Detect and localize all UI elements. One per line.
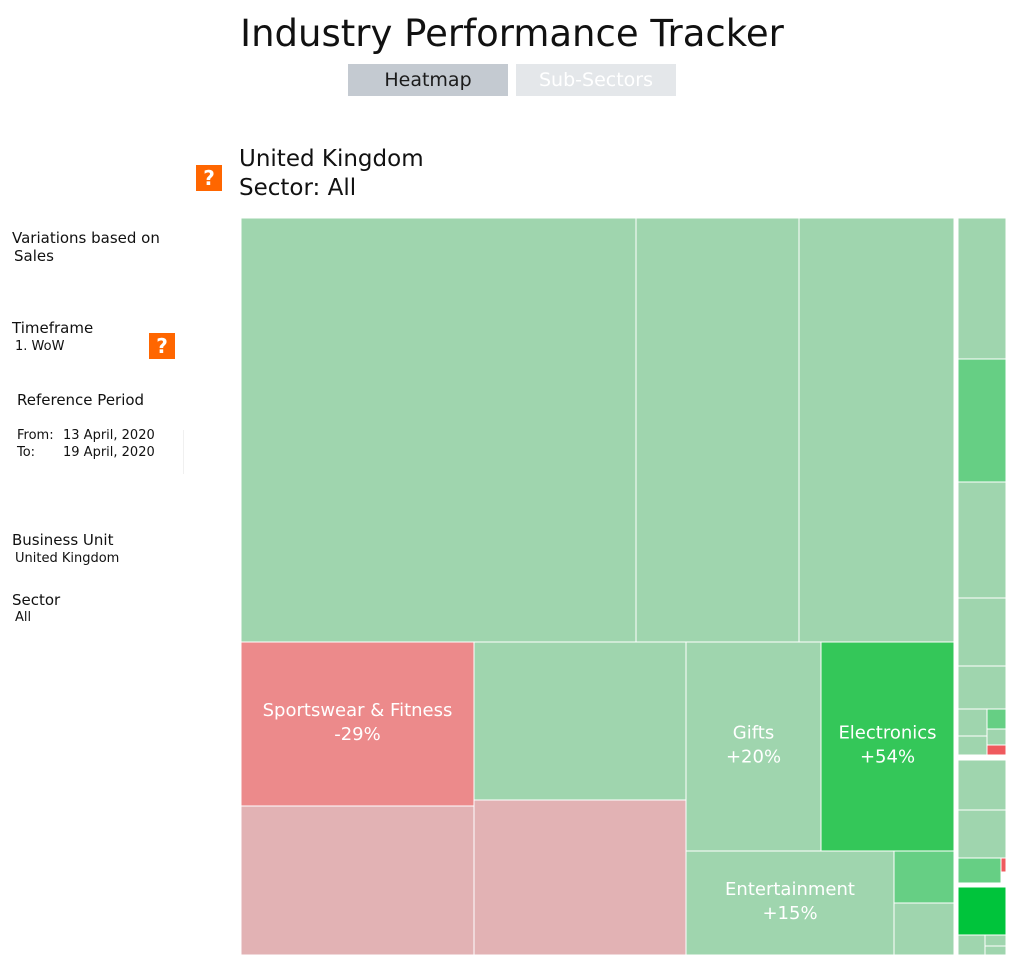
tile-28[interactable]: [984, 934, 1007, 947]
tile-19[interactable]: [986, 728, 1007, 746]
tab-sub-sectors[interactable]: Sub-Sectors: [516, 64, 676, 96]
tile-20[interactable]: [957, 735, 988, 756]
tile-24[interactable]: [957, 857, 1002, 884]
timeframe-label: Timeframe: [12, 319, 94, 337]
chart-sector-title: Sector: All: [239, 175, 357, 201]
tile-6[interactable]: [473, 799, 687, 956]
tile-23[interactable]: [957, 809, 1007, 859]
tile-gifts[interactable]: [685, 641, 822, 852]
tile-electronics[interactable]: [820, 641, 955, 852]
tile-21[interactable]: [986, 744, 1007, 756]
variations-label: Variations based on: [12, 229, 160, 247]
tile-label-electronics: Electronics: [838, 723, 936, 744]
tile-label-sportswear-and-fitness: Sportswear & Fitness: [263, 700, 453, 721]
date-divider: [183, 430, 184, 474]
tile-29[interactable]: [984, 945, 1007, 956]
chart-heading: United Kingdom Sector: All: [239, 145, 424, 203]
tile-entertainment[interactable]: [685, 850, 895, 956]
tile-5[interactable]: [240, 805, 475, 956]
timeframe-help-icon[interactable]: ?: [149, 333, 175, 359]
tile-11[interactable]: [893, 902, 955, 956]
tile-15[interactable]: [957, 597, 1007, 667]
tile-26[interactable]: [957, 886, 1007, 936]
tile-16[interactable]: [957, 665, 1007, 710]
business-unit-label: Business Unit: [12, 531, 114, 549]
chart-region-title: United Kingdom: [239, 146, 424, 172]
timeframe-value[interactable]: 1. WoW: [15, 339, 65, 354]
tile-label-entertainment: Entertainment: [725, 879, 855, 900]
tab-heatmap[interactable]: Heatmap: [348, 64, 508, 96]
tile-2[interactable]: [798, 217, 955, 643]
business-unit-value[interactable]: United Kingdom: [15, 551, 120, 566]
tile-22[interactable]: [957, 759, 1007, 811]
tile-1[interactable]: [635, 217, 800, 643]
tile-13[interactable]: [957, 358, 1007, 483]
tile-4[interactable]: [473, 641, 687, 801]
tile-27[interactable]: [957, 934, 986, 956]
tile-18[interactable]: [986, 708, 1007, 730]
reference-period-label: Reference Period: [17, 391, 145, 409]
sector-value[interactable]: All: [15, 610, 32, 625]
from-label: From:: [17, 428, 54, 443]
tile-17[interactable]: [957, 708, 988, 737]
tile-label-gifts: Gifts: [733, 723, 774, 744]
tile-0[interactable]: [240, 217, 637, 643]
variations-value[interactable]: Sales: [14, 247, 54, 265]
tile-14[interactable]: [957, 481, 1007, 599]
tile-value-electronics: +54%: [860, 747, 915, 768]
tile-value-entertainment: +15%: [762, 903, 817, 924]
from-date[interactable]: 13 April, 2020: [63, 428, 155, 443]
tile-12[interactable]: [957, 217, 1007, 360]
tile-value-sportswear-and-fitness: -29%: [334, 724, 381, 745]
page-title: Industry Performance Tracker: [240, 12, 784, 55]
tile-value-gifts: +20%: [726, 747, 781, 768]
chart-help-icon[interactable]: ?: [196, 165, 222, 191]
sector-label: Sector: [12, 591, 61, 609]
tile-25[interactable]: [1000, 857, 1007, 873]
tile-10[interactable]: [893, 850, 955, 904]
to-date[interactable]: 19 April, 2020: [63, 445, 155, 460]
to-label: To:: [17, 445, 36, 460]
